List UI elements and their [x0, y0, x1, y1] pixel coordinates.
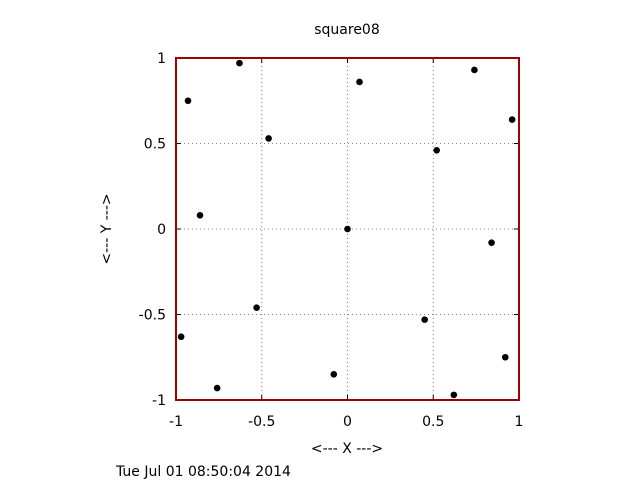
chart-title: square08: [314, 22, 380, 38]
data-point: [184, 97, 192, 105]
data-point: [177, 333, 185, 341]
y-tick-label: 0: [157, 222, 166, 238]
data-point: [344, 225, 351, 233]
footer-timestamp: Tue Jul 01 08:50:04 2014: [115, 464, 291, 480]
data-point: [508, 116, 516, 123]
x-tick-label: 0: [343, 414, 352, 430]
y-tick-label: -1: [152, 393, 166, 409]
x-tick-label: -1: [169, 414, 183, 430]
data-points: [177, 59, 516, 399]
plot-frame: [175, 57, 520, 401]
data-point: [433, 147, 440, 154]
x-axis-label: <--- X --->: [311, 441, 383, 457]
x-tick-labels: -1 -0.5 0 0.5 1: [169, 414, 523, 430]
data-point: [450, 391, 458, 399]
data-point: [236, 59, 243, 67]
x-tick-label: 1: [515, 414, 524, 430]
data-point: [501, 353, 509, 361]
data-point: [213, 384, 221, 392]
x-tick-label: 0.5: [422, 414, 444, 430]
y-tick-label: -0.5: [139, 308, 166, 324]
data-point: [421, 316, 428, 323]
data-point: [265, 135, 272, 142]
x-tick-label: -0.5: [248, 414, 275, 430]
y-tick-labels: -1 -0.5 0 0.5 1: [139, 51, 166, 409]
grid-lines: [176, 58, 519, 400]
data-point: [488, 239, 495, 246]
y-axis-label: <--- Y --->: [99, 193, 115, 264]
data-point: [356, 78, 363, 86]
data-point: [330, 371, 338, 378]
y-tick-label: 0.5: [144, 137, 166, 153]
y-tick-label: 1: [157, 51, 166, 67]
data-point: [196, 212, 204, 219]
data-point: [471, 66, 478, 74]
data-point: [253, 304, 260, 311]
